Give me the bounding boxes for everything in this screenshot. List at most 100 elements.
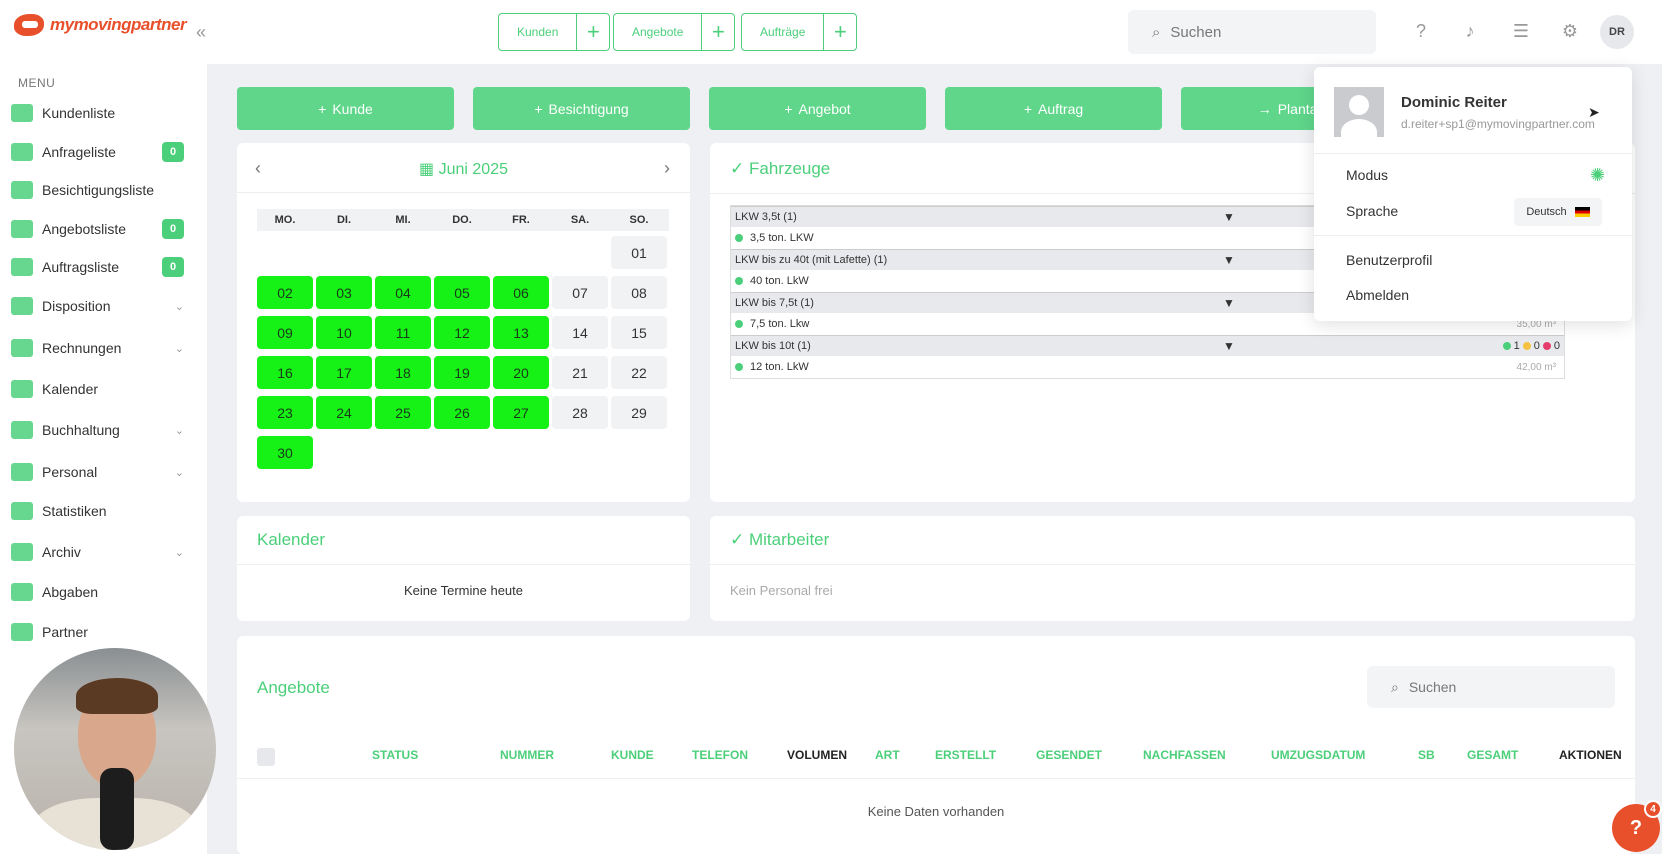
action-angebot-button[interactable]: + Angebot [709, 87, 926, 130]
quick-auftraege-add-icon[interactable]: + [833, 19, 847, 44]
action-besichtigung-button[interactable]: + Besichtigung [473, 87, 690, 130]
vehicle-group[interactable]: LKW bis 10t (1) ▼ 1 0 0 [731, 335, 1564, 356]
calendar-day[interactable]: 30 [257, 436, 313, 469]
quick-angebote-add-icon[interactable]: + [711, 19, 725, 44]
calendar-day[interactable]: 19 [434, 356, 490, 389]
column-header-gesamt[interactable]: GESAMT [1467, 748, 1519, 762]
column-header-status[interactable]: STATUS [372, 748, 419, 762]
column-header-volumen[interactable]: VOLUMEN [787, 748, 847, 762]
sidebar-item-archiv[interactable]: Archiv ⌄ [10, 537, 196, 567]
expand-triangle-icon[interactable]: ▼ [1223, 253, 1235, 267]
calendar-day[interactable]: 20 [493, 356, 549, 389]
column-header-aktionen[interactable]: AKTIONEN [1559, 748, 1622, 762]
sidebar-item-personal[interactable]: Personal ⌄ [10, 457, 196, 487]
action-kunde-button[interactable]: + Kunde [237, 87, 454, 130]
column-header-erstellt[interactable]: ERSTELLT [935, 748, 997, 762]
sidebar-item-besichtigungsliste[interactable]: Besichtigungsliste [10, 175, 196, 205]
column-header-gesendet[interactable]: GESENDET [1036, 748, 1103, 762]
help-chat-button[interactable]: ? 4 [1612, 800, 1662, 852]
vehicle-row[interactable]: 12 ton. LkW 42,00 m³ [731, 356, 1564, 378]
expand-triangle-icon[interactable]: ▼ [1223, 210, 1235, 224]
calendar-day[interactable]: 16 [257, 356, 313, 389]
calendar-day[interactable]: 13 [493, 316, 549, 349]
prev-month-icon[interactable]: ‹ [255, 158, 261, 178]
sidebar-item-statistiken[interactable]: Statistiken [10, 496, 196, 526]
next-month-icon[interactable]: › [664, 158, 670, 178]
calendar-day[interactable]: 17 [316, 356, 372, 389]
calendar-day[interactable]: 07 [552, 276, 608, 309]
quick-angebote-button[interactable]: Angebote [614, 14, 703, 50]
sidebar-item-abgaben[interactable]: Abgaben [10, 577, 196, 607]
calendar-day[interactable]: 12 [434, 316, 490, 349]
calendar-day[interactable]: 23 [257, 396, 313, 429]
action-auftrag-button[interactable]: + Auftrag [945, 87, 1162, 130]
calendar-day[interactable]: 06 [493, 276, 549, 309]
quick-auftraege-button[interactable]: Aufträge [742, 14, 825, 50]
vehicle-row[interactable]: 7,5 ton. Lkw 35,00 m³ [731, 313, 1564, 335]
calendar-day[interactable]: 24 [316, 396, 372, 429]
offers-search-input[interactable]: ⌕ Suchen [1367, 666, 1615, 708]
language-select[interactable]: Deutsch [1514, 198, 1602, 226]
expand-triangle-icon[interactable]: ▼ [1223, 296, 1235, 310]
staff-title-label: Mitarbeiter [748, 530, 830, 549]
calendar-day[interactable]: 11 [375, 316, 431, 349]
sidebar-item-kalender[interactable]: Kalender [10, 374, 196, 404]
profile-menu-item[interactable]: Benutzerprofil [1346, 252, 1433, 268]
calendar-day[interactable]: 01 [611, 236, 667, 269]
calendar-day[interactable]: 05 [434, 276, 490, 309]
calendar-day[interactable]: 09 [257, 316, 313, 349]
calendar-day[interactable]: 03 [316, 276, 372, 309]
column-header-kunde[interactable]: KUNDE [611, 748, 654, 762]
column-header-sb[interactable]: SB [1418, 748, 1435, 762]
sidebar-item-disposition[interactable]: Disposition ⌄ [10, 291, 196, 321]
column-header-telefon[interactable]: TELEFON [692, 748, 748, 762]
calendar-day[interactable]: 02 [257, 276, 313, 309]
chevron-down-icon[interactable]: ⌄ [174, 424, 184, 437]
column-header-art[interactable]: ART [875, 748, 900, 762]
sidebar-item-kundenliste[interactable]: Kundenliste [10, 98, 196, 128]
vehicle-row[interactable]: 40 ton. LkW [731, 270, 1564, 292]
quick-kunden-button[interactable]: Kunden [499, 14, 578, 50]
gear-icon[interactable]: ⚙ [1561, 21, 1579, 41]
calendar-day[interactable]: 29 [611, 396, 667, 429]
calendar-day[interactable]: 26 [434, 396, 490, 429]
calendar-day[interactable]: 22 [611, 356, 667, 389]
sidebar-item-auftragsliste[interactable]: Auftragsliste 0 [10, 252, 196, 282]
sun-mode-toggle-icon[interactable]: ✺ [1590, 165, 1606, 185]
sidebar-item-buchhaltung[interactable]: Buchhaltung ⌄ [10, 415, 196, 445]
calendar-day[interactable]: 08 [611, 276, 667, 309]
chevron-down-icon[interactable]: ⌄ [174, 342, 184, 355]
calendar-day[interactable]: 21 [552, 356, 608, 389]
calendar-day[interactable]: 10 [316, 316, 372, 349]
calendar-day[interactable]: 27 [493, 396, 549, 429]
calendar-day[interactable]: 14 [552, 316, 608, 349]
vehicle-row[interactable]: 3,5 ton. LKW [731, 227, 1564, 249]
chevron-down-icon[interactable]: ⌄ [174, 546, 184, 559]
calendar-day[interactable]: 25 [375, 396, 431, 429]
calendar-day[interactable]: 18 [375, 356, 431, 389]
sidebar-item-rechnungen[interactable]: Rechnungen ⌄ [10, 333, 196, 363]
top-search-input[interactable]: ⌕ Suchen [1128, 10, 1376, 54]
help-circle-icon[interactable]: ? [1415, 21, 1426, 41]
calendar-day[interactable]: 04 [375, 276, 431, 309]
checklist-icon[interactable]: ☰ [1512, 21, 1530, 41]
sidebar-item-angebotsliste[interactable]: Angebotsliste 0 [10, 214, 196, 244]
quick-kunden-add-icon[interactable]: + [586, 19, 600, 44]
chevron-down-icon[interactable]: ⌄ [174, 466, 184, 479]
collapse-sidebar-icon[interactable]: « [196, 22, 207, 42]
column-header-nummer[interactable]: NUMMER [500, 748, 554, 762]
column-header-nachfassen[interactable]: NACHFASSEN [1143, 748, 1226, 762]
expand-triangle-icon[interactable]: ▼ [1223, 339, 1235, 353]
sidebar-item-partner[interactable]: Partner [10, 617, 196, 647]
logout-menu-item[interactable]: Abmelden [1346, 287, 1410, 303]
sidebar-item-anfrageliste[interactable]: Anfrageliste 0 [10, 137, 196, 167]
column-header-umzugsdatum[interactable]: UMZUGSDATUM [1271, 748, 1366, 762]
status-dot-icon [735, 363, 743, 371]
select-all-checkbox[interactable] [257, 748, 275, 766]
chevron-down-icon[interactable]: ⌄ [174, 300, 184, 313]
brand-logo[interactable]: mymovingpartner [14, 14, 187, 36]
calendar-day[interactable]: 15 [611, 316, 667, 349]
bell-icon[interactable]: ♪ [1465, 21, 1475, 41]
calendar-day[interactable]: 28 [552, 396, 608, 429]
user-avatar-button[interactable]: DR [1600, 15, 1634, 49]
